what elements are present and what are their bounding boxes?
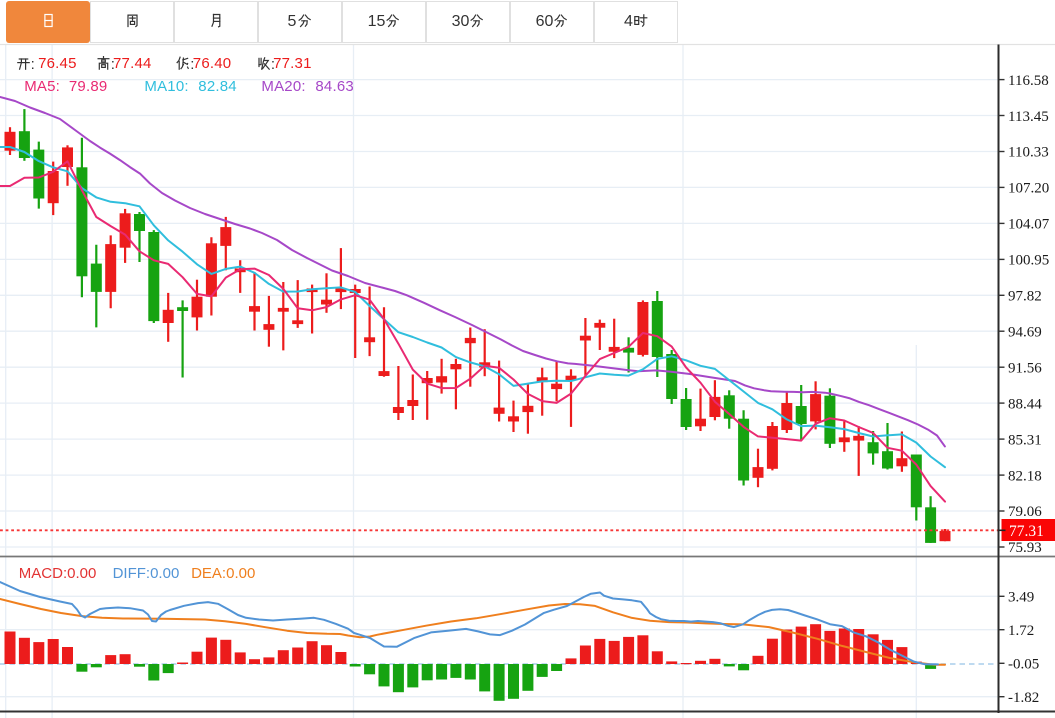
svg-text:75.93: 75.93: [1008, 540, 1042, 556]
svg-text:1.72: 1.72: [1008, 623, 1034, 639]
svg-text:79.06: 79.06: [1008, 504, 1042, 520]
svg-text:-0.05: -0.05: [1008, 657, 1039, 673]
svg-text:104.07: 104.07: [1008, 217, 1050, 233]
svg-text:110.33: 110.33: [1008, 145, 1049, 161]
svg-text:100.95: 100.95: [1008, 253, 1049, 269]
svg-text:116.58: 116.58: [1008, 73, 1049, 89]
svg-text:-1.82: -1.82: [1008, 690, 1039, 706]
svg-text:77.31: 77.31: [1009, 523, 1044, 540]
svg-text:113.45: 113.45: [1008, 109, 1049, 125]
svg-text:3.49: 3.49: [1008, 590, 1034, 606]
svg-text:97.82: 97.82: [1008, 289, 1042, 305]
svg-text:82.18: 82.18: [1008, 468, 1042, 484]
svg-text:94.69: 94.69: [1008, 324, 1042, 340]
svg-text:85.31: 85.31: [1008, 432, 1042, 448]
svg-text:88.44: 88.44: [1008, 396, 1042, 412]
svg-text:107.20: 107.20: [1008, 181, 1049, 197]
svg-text:91.56: 91.56: [1008, 360, 1042, 376]
